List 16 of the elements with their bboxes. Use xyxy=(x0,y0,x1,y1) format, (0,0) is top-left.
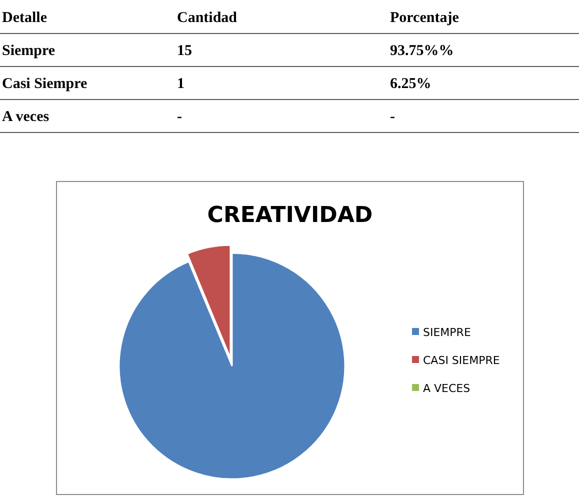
text: 6.25% xyxy=(390,76,432,92)
text: Siempre xyxy=(2,43,56,59)
text: Detalle xyxy=(2,10,48,26)
chart-title: CREATIVIDAD xyxy=(207,203,373,228)
text: A veces xyxy=(2,109,50,125)
text: Porcentaje xyxy=(390,10,460,26)
text: 93.75%% xyxy=(390,43,454,59)
text: - xyxy=(177,109,182,125)
text: 15 xyxy=(177,43,192,59)
text: Casi Siempre xyxy=(2,76,88,92)
text: 1 xyxy=(177,76,184,92)
legend-label: SIEMPRE xyxy=(423,326,471,339)
text: Cantidad xyxy=(177,10,238,26)
text: - xyxy=(390,109,395,125)
legend-label: CASI SIEMPRE xyxy=(423,354,500,367)
legend-label: A VECES xyxy=(423,382,470,395)
